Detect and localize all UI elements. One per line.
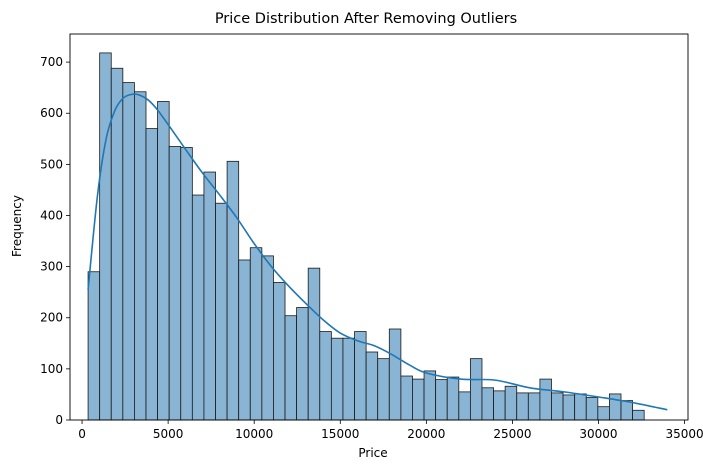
histogram-bar	[342, 337, 355, 421]
y-tick-label: 0	[55, 413, 63, 427]
histogram-bar	[516, 392, 529, 421]
histogram-bar	[562, 394, 576, 421]
x-tick-label: 25000	[493, 427, 531, 441]
x-tick-label: 15000	[321, 427, 359, 441]
x-tick-label: 0	[78, 427, 86, 441]
histogram-bar	[145, 128, 158, 421]
x-tick-label: 10000	[235, 427, 273, 441]
histogram-bar	[609, 393, 622, 421]
histogram-bar	[354, 331, 367, 421]
histogram-bar	[597, 406, 610, 421]
histogram-bar	[574, 393, 587, 421]
histogram-bar	[400, 375, 413, 421]
histogram-bar	[423, 370, 437, 421]
y-tick-label: 500	[40, 157, 63, 171]
histogram-bar	[238, 259, 251, 421]
histogram-bar	[504, 385, 518, 421]
histogram-bar	[469, 358, 483, 421]
y-axis-ticks: 0 100 200 300 400 500 600 700	[40, 55, 70, 427]
histogram-bar	[585, 397, 599, 421]
histogram-bar	[122, 82, 135, 421]
histogram-bar	[284, 315, 298, 421]
chart-title: Price Distribution After Removing Outlie…	[215, 11, 517, 27]
x-tick-label: 35000	[665, 427, 703, 441]
x-tick-label: 20000	[407, 427, 445, 441]
histogram-bar	[539, 378, 552, 421]
histogram-bar	[273, 282, 286, 421]
histogram-bar	[365, 351, 379, 421]
histogram-bar	[319, 331, 332, 421]
histogram-bar	[180, 147, 193, 421]
histogram-bar	[191, 194, 205, 421]
histogram-bar	[215, 202, 228, 421]
x-axis-ticks: 0 5000 10000 15000 20000 25000 30000 35000	[78, 420, 703, 441]
histogram-bar	[481, 387, 494, 421]
y-tick-label: 100	[40, 362, 63, 376]
histogram-bar	[446, 376, 460, 421]
y-axis-label: Frequency	[10, 195, 24, 257]
bars-group	[87, 52, 645, 421]
histogram-bar	[330, 337, 344, 421]
y-tick-label: 400	[40, 208, 63, 222]
histogram-bar	[226, 160, 240, 421]
histogram-bar	[110, 67, 124, 421]
x-axis-label: Price	[358, 446, 387, 460]
histogram-bar	[632, 409, 645, 421]
histogram-bar	[388, 328, 402, 421]
histogram-bar	[296, 307, 309, 421]
x-tick-label: 30000	[579, 427, 617, 441]
histogram-bar	[458, 391, 471, 421]
histogram-bar	[87, 271, 101, 421]
histogram-bar	[620, 400, 633, 421]
histogram-bar	[377, 358, 390, 421]
histogram-bar	[412, 378, 425, 421]
histogram-bar	[203, 171, 216, 421]
histogram-bar	[551, 392, 564, 421]
y-tick-label: 200	[40, 311, 63, 325]
x-tick-label: 5000	[153, 427, 184, 441]
histogram-bar	[134, 91, 147, 421]
histogram-bar	[261, 255, 274, 421]
histogram-bar	[99, 52, 112, 421]
y-tick-label: 700	[40, 55, 63, 69]
histogram-bar	[527, 392, 541, 421]
plot-frame	[69, 33, 689, 421]
kde-line	[87, 93, 668, 411]
histogram-bar	[435, 379, 448, 421]
y-tick-label: 600	[40, 106, 63, 120]
histogram-bar	[168, 146, 182, 421]
histogram-bar	[307, 267, 321, 421]
histogram-bar	[493, 390, 506, 421]
histogram-bar	[157, 101, 170, 421]
histogram-bar	[249, 247, 263, 421]
y-tick-label: 300	[40, 260, 63, 274]
